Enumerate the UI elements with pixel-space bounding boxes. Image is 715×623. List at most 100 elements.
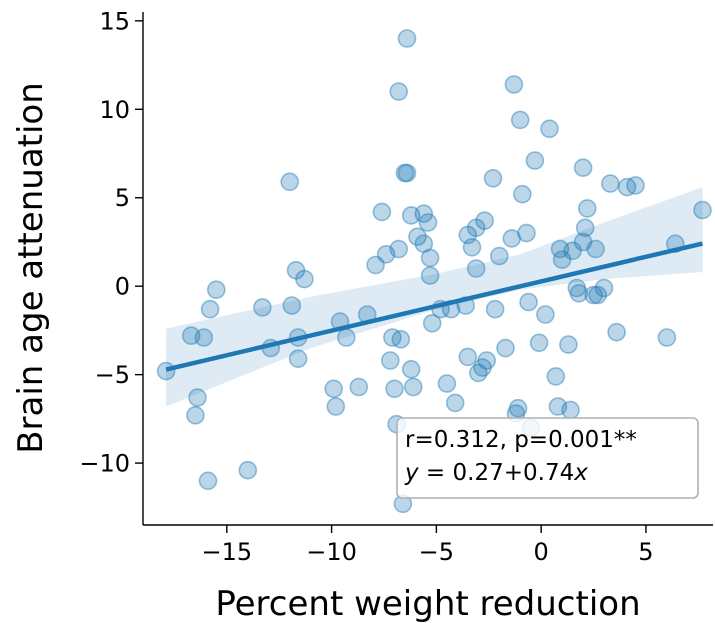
data-point bbox=[336, 328, 356, 347]
data-point bbox=[385, 379, 404, 399]
data-point bbox=[552, 250, 572, 270]
data-point bbox=[504, 75, 524, 94]
data-point bbox=[584, 285, 603, 305]
data-point bbox=[693, 200, 712, 220]
data-point bbox=[389, 239, 409, 259]
data-point bbox=[529, 333, 549, 353]
x-tick-label: 5 bbox=[638, 538, 653, 566]
data-point bbox=[483, 169, 503, 188]
y-tick-label: −10 bbox=[79, 450, 130, 478]
data-point bbox=[577, 199, 597, 218]
data-point bbox=[607, 322, 626, 342]
y-tick-label: 10 bbox=[99, 96, 130, 124]
data-point bbox=[391, 329, 411, 349]
data-point bbox=[420, 266, 440, 285]
data-point bbox=[326, 397, 346, 416]
regression-line bbox=[165, 241, 704, 372]
data-point bbox=[563, 241, 582, 261]
data-point bbox=[366, 255, 385, 275]
data-point bbox=[282, 296, 302, 315]
data-point bbox=[525, 151, 545, 170]
y-tick-label: −5 bbox=[95, 361, 130, 389]
data-point bbox=[403, 377, 423, 397]
data-point bbox=[408, 227, 427, 246]
data-point bbox=[508, 398, 528, 418]
data-point bbox=[588, 285, 608, 305]
data-point bbox=[462, 238, 482, 257]
data-point bbox=[468, 363, 488, 383]
data-point bbox=[600, 174, 620, 193]
data-point bbox=[188, 388, 207, 407]
data-point bbox=[567, 278, 587, 298]
data-point bbox=[420, 248, 440, 268]
data-point bbox=[181, 326, 201, 346]
data-point bbox=[372, 202, 392, 222]
data-point bbox=[475, 211, 494, 230]
y-axis-label: Brain age attenuation bbox=[11, 82, 51, 454]
data-point bbox=[401, 206, 421, 225]
data-point bbox=[397, 163, 417, 183]
data-point bbox=[466, 259, 486, 278]
x-tick-label: −10 bbox=[306, 538, 357, 566]
annotation-box: r=0.312, p=0.001** y = 0.27+0.74x bbox=[396, 417, 699, 499]
y-ticks: −10 −5 0 5 10 15 bbox=[79, 7, 143, 478]
data-point bbox=[200, 299, 220, 319]
data-point bbox=[458, 347, 478, 367]
data-point bbox=[397, 29, 417, 48]
data-point bbox=[573, 232, 593, 252]
data-point bbox=[519, 292, 538, 312]
data-point bbox=[546, 367, 566, 386]
equation-y: y bbox=[404, 460, 419, 486]
x-tick-label: −5 bbox=[419, 538, 454, 566]
annotation-stats: r=0.312, p=0.001** bbox=[405, 427, 637, 453]
data-point bbox=[485, 299, 505, 319]
data-point bbox=[156, 361, 176, 381]
data-point bbox=[380, 351, 400, 370]
data-point bbox=[414, 234, 434, 253]
data-point bbox=[280, 172, 300, 192]
data-point bbox=[586, 239, 605, 259]
data-point bbox=[502, 229, 522, 248]
data-point bbox=[489, 246, 509, 266]
data-point bbox=[418, 213, 438, 232]
data-point bbox=[445, 393, 465, 413]
data-point bbox=[496, 338, 515, 358]
data-point bbox=[466, 218, 486, 238]
x-tick-label: 0 bbox=[534, 538, 549, 566]
data-point bbox=[207, 280, 226, 300]
data-point bbox=[295, 269, 314, 289]
data-point bbox=[536, 305, 555, 324]
data-point bbox=[198, 471, 218, 491]
y-tick-label: 0 bbox=[115, 273, 130, 301]
data-point bbox=[569, 283, 589, 303]
data-point bbox=[575, 218, 595, 238]
data-point bbox=[657, 328, 677, 347]
data-point bbox=[253, 298, 272, 317]
data-point bbox=[422, 313, 442, 333]
data-point bbox=[414, 204, 434, 223]
data-point bbox=[626, 176, 645, 195]
data-point bbox=[458, 225, 478, 245]
data-point bbox=[395, 163, 415, 183]
data-point bbox=[286, 260, 306, 280]
y-tick-label: 5 bbox=[115, 184, 130, 212]
data-point bbox=[510, 110, 530, 130]
data-point bbox=[288, 349, 308, 369]
equation-x: x bbox=[573, 460, 588, 486]
x-tick-label: −15 bbox=[201, 538, 252, 566]
data-point bbox=[561, 400, 580, 420]
data-point bbox=[324, 379, 344, 399]
data-point bbox=[617, 177, 637, 197]
annotation-frame bbox=[396, 417, 699, 499]
data-point bbox=[573, 158, 593, 177]
equation-terms: = 0.27+0.74 bbox=[419, 460, 575, 486]
data-point bbox=[383, 328, 402, 347]
y-tick-label: 15 bbox=[99, 7, 130, 35]
data-point bbox=[401, 359, 421, 379]
data-point bbox=[349, 377, 369, 397]
data-point bbox=[376, 245, 396, 264]
data-point bbox=[512, 184, 532, 204]
confidence-band bbox=[166, 187, 703, 407]
data-point bbox=[559, 335, 578, 354]
